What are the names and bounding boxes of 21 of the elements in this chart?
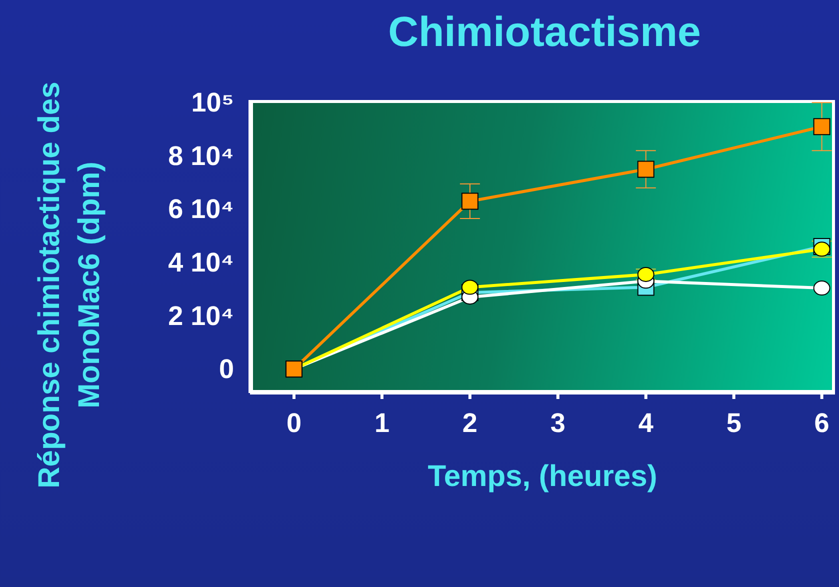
chart-title: Chimiotactisme	[387, 8, 702, 56]
x-tick-label: 1	[374, 408, 390, 438]
y-tick-label: 8 10⁴	[168, 140, 234, 171]
x-tick-label: 4	[638, 408, 654, 438]
x-tick-label: 5	[726, 408, 742, 438]
x-tick-label: 2	[462, 408, 478, 438]
point	[461, 280, 478, 295]
x-tick-label: 6	[814, 408, 830, 438]
x-tick-label: 3	[550, 408, 566, 438]
x-axis-title: Temps, (heures)	[428, 460, 658, 493]
point	[813, 118, 830, 136]
y-tick-label: 2 10⁴	[168, 300, 234, 331]
y-tick-label: 6 10⁴	[168, 194, 234, 224]
point	[813, 280, 830, 296]
point	[637, 160, 654, 178]
y-tick-label: 4 10⁴	[168, 247, 234, 278]
y-axis-title: Réponse chimiotactique des MonoMac6 (dpm)	[32, 80, 107, 490]
y-tick-label: 10⁵	[191, 88, 234, 118]
point	[461, 192, 478, 210]
y-tick-label: 0	[218, 354, 234, 384]
x-tick-label: 0	[286, 408, 302, 438]
